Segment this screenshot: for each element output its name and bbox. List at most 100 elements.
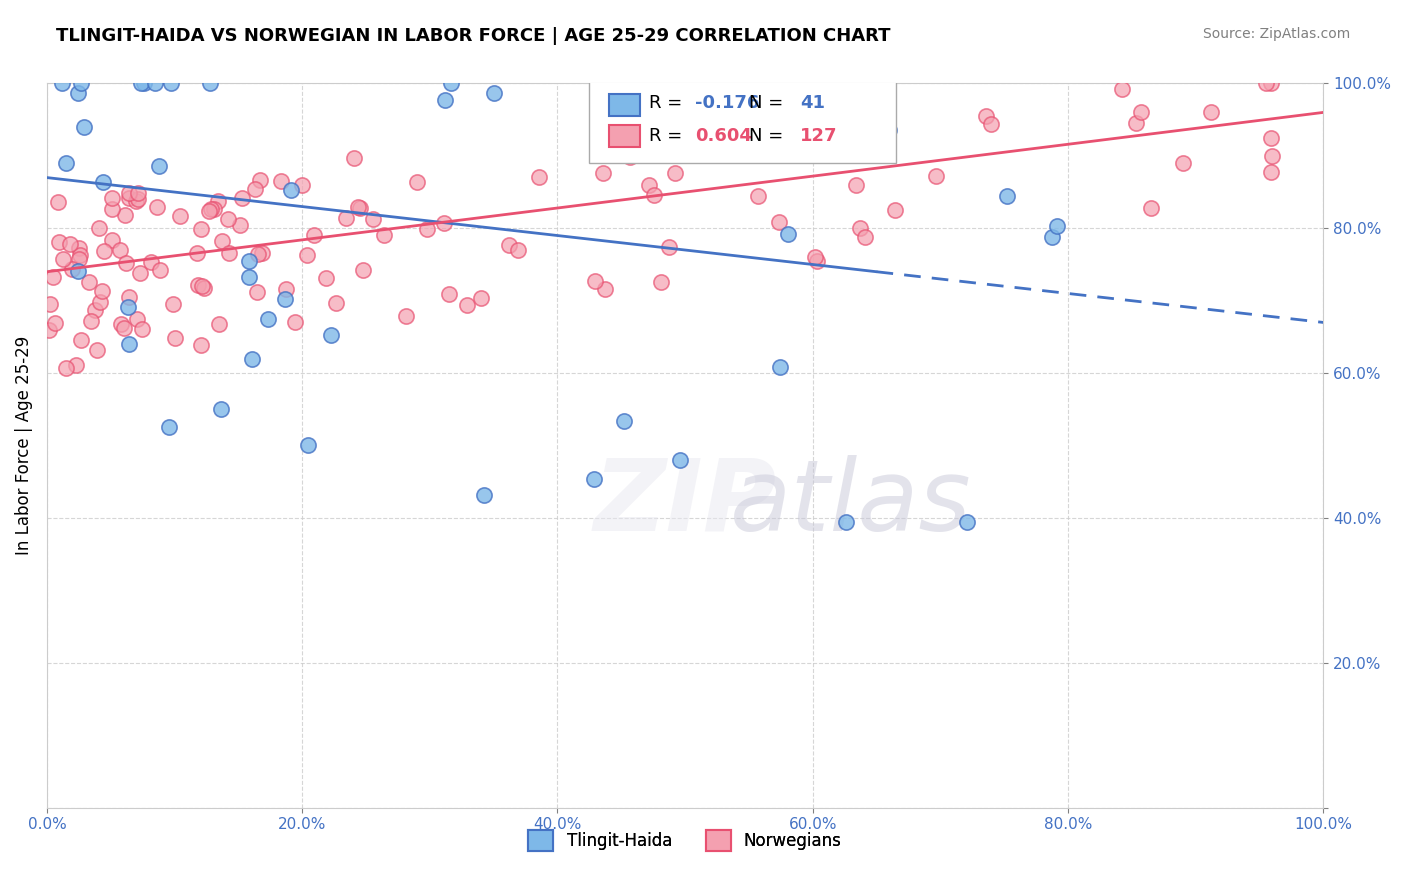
Norwegians bbox=[125, 194, 148, 209]
Norwegians bbox=[114, 207, 136, 221]
Norwegians bbox=[46, 195, 69, 210]
Tlingit-Haida bbox=[1040, 229, 1063, 244]
Norwegians bbox=[619, 150, 641, 164]
Norwegians bbox=[373, 227, 395, 242]
Text: atlas: atlas bbox=[730, 455, 972, 552]
Norwegians bbox=[1260, 130, 1282, 145]
Norwegians bbox=[405, 176, 427, 190]
Norwegians bbox=[352, 262, 374, 277]
Tlingit-Haida bbox=[129, 77, 152, 91]
Norwegians bbox=[190, 279, 212, 293]
Norwegians bbox=[342, 151, 364, 165]
Tlingit-Haida bbox=[69, 77, 91, 91]
Text: 0.604: 0.604 bbox=[696, 127, 752, 145]
Norwegians bbox=[1173, 156, 1195, 170]
Norwegians bbox=[363, 211, 385, 226]
Norwegians bbox=[470, 291, 492, 305]
Norwegians bbox=[118, 186, 141, 201]
Tlingit-Haida bbox=[73, 120, 96, 134]
Tlingit-Haida bbox=[91, 175, 114, 189]
Norwegians bbox=[127, 186, 149, 200]
Norwegians bbox=[974, 109, 997, 123]
Tlingit-Haida bbox=[319, 327, 342, 342]
Norwegians bbox=[38, 323, 60, 337]
Norwegians bbox=[304, 227, 326, 242]
Tlingit-Haida bbox=[274, 293, 297, 307]
Norwegians bbox=[190, 222, 212, 236]
Norwegians bbox=[101, 202, 124, 216]
Norwegians bbox=[664, 166, 686, 180]
Norwegians bbox=[91, 284, 114, 298]
Norwegians bbox=[127, 312, 149, 326]
Norwegians bbox=[48, 235, 70, 249]
Norwegians bbox=[77, 275, 100, 289]
Norwegians bbox=[211, 235, 233, 249]
Tlingit-Haida bbox=[607, 77, 630, 91]
Norwegians bbox=[720, 102, 742, 116]
Norwegians bbox=[112, 321, 135, 335]
Norwegians bbox=[67, 241, 90, 255]
Tlingit-Haida bbox=[613, 414, 636, 428]
Tlingit-Haida bbox=[240, 352, 263, 367]
Tlingit-Haida bbox=[669, 453, 692, 467]
Norwegians bbox=[1140, 202, 1163, 216]
Norwegians bbox=[925, 169, 948, 183]
Norwegians bbox=[65, 358, 87, 372]
Norwegians bbox=[108, 243, 131, 257]
Norwegians bbox=[42, 269, 65, 284]
Text: 127: 127 bbox=[800, 127, 838, 145]
Tlingit-Haida bbox=[482, 86, 505, 100]
Tlingit-Haida bbox=[118, 337, 141, 351]
Norwegians bbox=[200, 202, 222, 216]
Norwegians bbox=[270, 174, 292, 188]
Tlingit-Haida bbox=[995, 189, 1018, 203]
Tlingit-Haida bbox=[148, 159, 170, 173]
Tlingit-Haida bbox=[439, 77, 461, 91]
Norwegians bbox=[884, 202, 907, 217]
Norwegians bbox=[186, 245, 208, 260]
Norwegians bbox=[110, 317, 132, 331]
Norwegians bbox=[638, 178, 661, 192]
Tlingit-Haida bbox=[198, 77, 221, 91]
Legend: Tlingit-Haida, Norwegians: Tlingit-Haida, Norwegians bbox=[522, 823, 848, 857]
Norwegians bbox=[55, 360, 77, 375]
Text: 41: 41 bbox=[800, 94, 825, 112]
Norwegians bbox=[1129, 104, 1152, 119]
Tlingit-Haida bbox=[143, 77, 166, 91]
Tlingit-Haida bbox=[238, 270, 260, 285]
Norwegians bbox=[100, 191, 122, 205]
Tlingit-Haida bbox=[160, 77, 183, 91]
Norwegians bbox=[592, 166, 614, 180]
Norwegians bbox=[187, 277, 209, 292]
Norwegians bbox=[439, 287, 461, 301]
Norwegians bbox=[69, 334, 91, 348]
Norwegians bbox=[1261, 149, 1284, 163]
Norwegians bbox=[87, 220, 110, 235]
Norwegians bbox=[335, 211, 357, 225]
Norwegians bbox=[290, 178, 312, 192]
Tlingit-Haida bbox=[66, 264, 89, 278]
Norwegians bbox=[79, 314, 101, 328]
Norwegians bbox=[773, 92, 796, 106]
Norwegians bbox=[114, 256, 136, 270]
Norwegians bbox=[315, 271, 337, 285]
Text: N =: N = bbox=[749, 127, 789, 145]
Norwegians bbox=[245, 182, 267, 196]
Norwegians bbox=[249, 173, 271, 187]
Norwegians bbox=[218, 246, 240, 260]
Norwegians bbox=[347, 200, 370, 214]
Norwegians bbox=[583, 274, 606, 288]
Tlingit-Haida bbox=[297, 438, 319, 452]
Norwegians bbox=[217, 211, 239, 226]
Norwegians bbox=[89, 294, 111, 309]
Tlingit-Haida bbox=[157, 420, 180, 434]
Norwegians bbox=[231, 190, 253, 204]
Tlingit-Haida bbox=[582, 472, 605, 486]
Norwegians bbox=[1260, 165, 1282, 179]
Tlingit-Haida bbox=[280, 183, 302, 197]
Norwegians bbox=[1125, 116, 1147, 130]
Norwegians bbox=[131, 322, 153, 336]
Norwegians bbox=[456, 297, 478, 311]
Norwegians bbox=[416, 222, 439, 236]
Norwegians bbox=[52, 252, 75, 266]
